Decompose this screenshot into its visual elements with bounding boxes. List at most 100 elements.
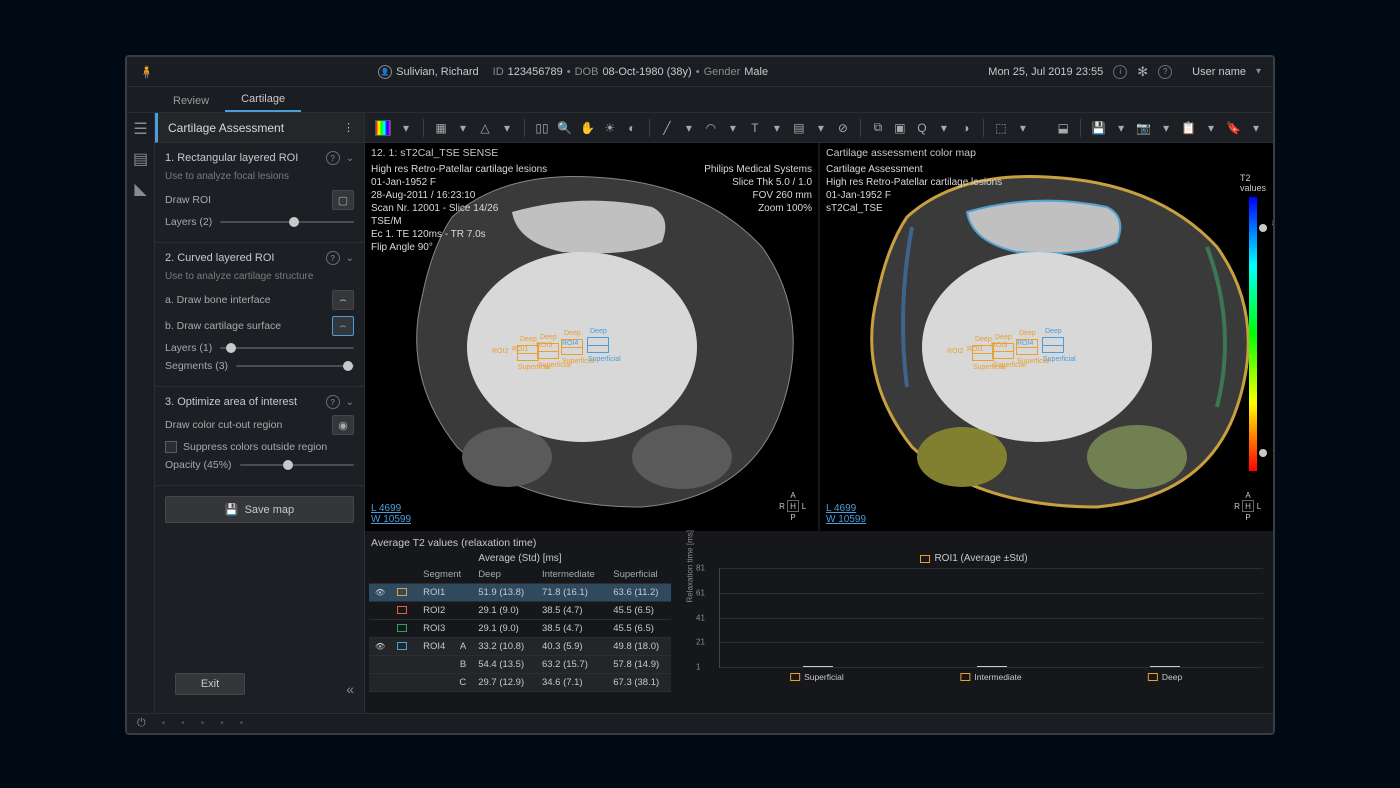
table-row[interactable]: ROI329.1 (9.0)38.5 (4.7)45.5 (6.5) [369, 620, 671, 638]
power-icon[interactable]: ⏻ [137, 717, 146, 730]
zoom-button[interactable]: 🔍 [555, 118, 574, 138]
panel-menu-icon[interactable]: ⋮ [343, 121, 354, 134]
save-dropdown-icon[interactable]: ▾ [1112, 118, 1130, 138]
username[interactable]: User name [1192, 66, 1246, 78]
contrast-button[interactable]: ◑ [957, 118, 975, 138]
visibility-icon[interactable] [369, 620, 391, 638]
export-button[interactable]: ⬓ [1054, 118, 1072, 138]
orientation-button[interactable]: △ [476, 118, 494, 138]
colormap-button[interactable] [373, 118, 393, 138]
table-row[interactable]: B54.4 (13.5)63.2 (15.7)57.8 (14.9) [369, 656, 671, 674]
section3-chevron-icon[interactable]: ⌄ [346, 397, 354, 408]
visibility-icon[interactable] [369, 674, 391, 692]
draw-roi-button[interactable]: ▢ [332, 190, 354, 210]
grid-button[interactable]: ▦ [432, 118, 450, 138]
visibility-icon[interactable] [369, 602, 391, 620]
pan-button[interactable]: ✋ [578, 118, 597, 138]
search-dropdown-icon[interactable]: ▾ [935, 118, 953, 138]
list-icon[interactable]: ☰ [133, 121, 149, 137]
colormap-dropdown-icon[interactable]: ▾ [397, 118, 415, 138]
section2-help-icon[interactable]: ? [326, 251, 340, 265]
visibility-icon[interactable]: 👁 [369, 584, 391, 602]
table-row[interactable]: 👁ROI4 A33.2 (10.8)40.3 (5.9)49.8 (18.0) [369, 638, 671, 656]
section1-header[interactable]: 1. Rectangular layered ROI ? ⌄ [165, 151, 354, 165]
save-tool-button[interactable]: 💾 [1089, 118, 1108, 138]
vp-right-l-value[interactable]: L 4699 [826, 503, 866, 514]
tab-review[interactable]: Review [157, 90, 225, 112]
clipboard-dropdown-icon[interactable]: ▾ [1202, 118, 1220, 138]
table-row[interactable]: C29.7 (12.9)34.6 (7.1)67.3 (38.1) [369, 674, 671, 692]
annotation-dropdown-icon[interactable]: ▾ [812, 118, 830, 138]
table-header[interactable]: Deep [472, 566, 536, 584]
crop-dropdown-icon[interactable]: ▾ [1014, 118, 1032, 138]
suppress-label: Suppress colors outside region [183, 441, 327, 453]
text-dropdown-icon[interactable]: ▾ [768, 118, 786, 138]
segments-slider[interactable] [236, 365, 354, 367]
bookmark-dropdown-icon[interactable]: ▾ [1247, 118, 1265, 138]
section1-chevron-icon[interactable]: ⌄ [346, 153, 354, 164]
settings-icon[interactable]: ✻ [1137, 64, 1148, 80]
visibility-icon[interactable] [369, 656, 391, 674]
roi-box[interactable]: ROI4DeepSuperficial [587, 337, 609, 353]
freehand-dropdown-icon[interactable]: ▾ [724, 118, 742, 138]
patient-icon: 🧍 [139, 65, 154, 79]
bookmark-button[interactable]: 🔖 [1224, 118, 1243, 138]
colorbar-handle-top[interactable] [1259, 224, 1267, 232]
layers-icon[interactable]: ▤ [133, 151, 149, 167]
vp-left-w-value[interactable]: W 10599 [371, 514, 411, 525]
line-dropdown-icon[interactable]: ▾ [680, 118, 698, 138]
save-map-button[interactable]: 💾 Save map [165, 496, 354, 523]
viewport-right[interactable]: Cartilage assessment color map Cartilage… [820, 143, 1273, 531]
grid-dropdown-icon[interactable]: ▾ [454, 118, 472, 138]
camera-dropdown-icon[interactable]: ▾ [1157, 118, 1175, 138]
section3-help-icon[interactable]: ? [326, 395, 340, 409]
nav-cross-right[interactable]: A P R L H [1231, 489, 1265, 523]
table-header[interactable]: Superficial [607, 566, 671, 584]
draw-bone-button[interactable]: ⌢ [332, 290, 354, 310]
hide-button[interactable]: ⊘ [834, 118, 852, 138]
layers2-slider[interactable] [220, 347, 354, 349]
annotation-button[interactable]: ▤ [790, 118, 808, 138]
visibility-icon[interactable]: 👁 [369, 638, 391, 656]
opacity-slider[interactable] [240, 464, 354, 466]
colorbar[interactable]: T2 values 81 10 [1241, 173, 1265, 471]
viewport-left[interactable]: 12. 1: sT2Cal_TSE SENSE High res Retro-P… [365, 143, 818, 531]
stack-button[interactable]: ▯▯ [533, 118, 551, 138]
table-header[interactable]: Segment [417, 566, 472, 584]
colorbar-handle-bottom[interactable] [1259, 449, 1267, 457]
line-tool-button[interactable]: ╱ [658, 118, 676, 138]
user-dropdown-icon[interactable]: ▾ [1256, 66, 1261, 77]
table-row[interactable]: 👁ROI151.9 (13.8)71.8 (16.1)63.6 (11.2) [369, 584, 671, 602]
crop-button[interactable]: ⬚ [992, 118, 1010, 138]
copy-button[interactable]: ⧉ [869, 118, 887, 138]
info-icon[interactable]: i [1113, 65, 1127, 79]
section3-header[interactable]: 3. Optimize area of interest ? ⌄ [165, 395, 354, 409]
table-header[interactable]: Intermediate [536, 566, 607, 584]
layers1-slider[interactable] [220, 221, 354, 223]
brightness-button[interactable]: ☀ [601, 118, 619, 138]
nav-cross-left[interactable]: A P R L H [776, 489, 810, 523]
vp-right-w-value[interactable]: W 10599 [826, 514, 866, 525]
help-icon[interactable]: ? [1158, 65, 1172, 79]
windowing-button[interactable]: ◐ [623, 118, 641, 138]
orientation-dropdown-icon[interactable]: ▾ [498, 118, 516, 138]
cursor-icon[interactable]: ◣ [133, 181, 149, 197]
roi-box[interactable]: ROI4DeepSuperficial [1042, 337, 1064, 353]
freehand-button[interactable]: ◠ [702, 118, 720, 138]
section1-help-icon[interactable]: ? [326, 151, 340, 165]
text-button[interactable]: T [746, 118, 764, 138]
search-button[interactable]: Q [913, 118, 931, 138]
clipboard-button[interactable]: 📋 [1179, 118, 1198, 138]
suppress-checkbox[interactable] [165, 441, 177, 453]
camera-button[interactable]: 📷 [1134, 118, 1153, 138]
collapse-panel-icon[interactable]: « [346, 681, 354, 697]
section2-chevron-icon[interactable]: ⌄ [346, 253, 354, 264]
tab-cartilage[interactable]: Cartilage [225, 88, 301, 112]
frame-button[interactable]: ▣ [891, 118, 909, 138]
vp-left-l-value[interactable]: L 4699 [371, 503, 411, 514]
draw-surface-button[interactable]: ⌢ [332, 316, 354, 336]
table-row[interactable]: ROI229.1 (9.0)38.5 (4.7)45.5 (6.5) [369, 602, 671, 620]
section2-header[interactable]: 2. Curved layered ROI ? ⌄ [165, 251, 354, 265]
draw-cutout-button[interactable]: ◉ [332, 415, 354, 435]
exit-button[interactable]: Exit [175, 673, 245, 695]
